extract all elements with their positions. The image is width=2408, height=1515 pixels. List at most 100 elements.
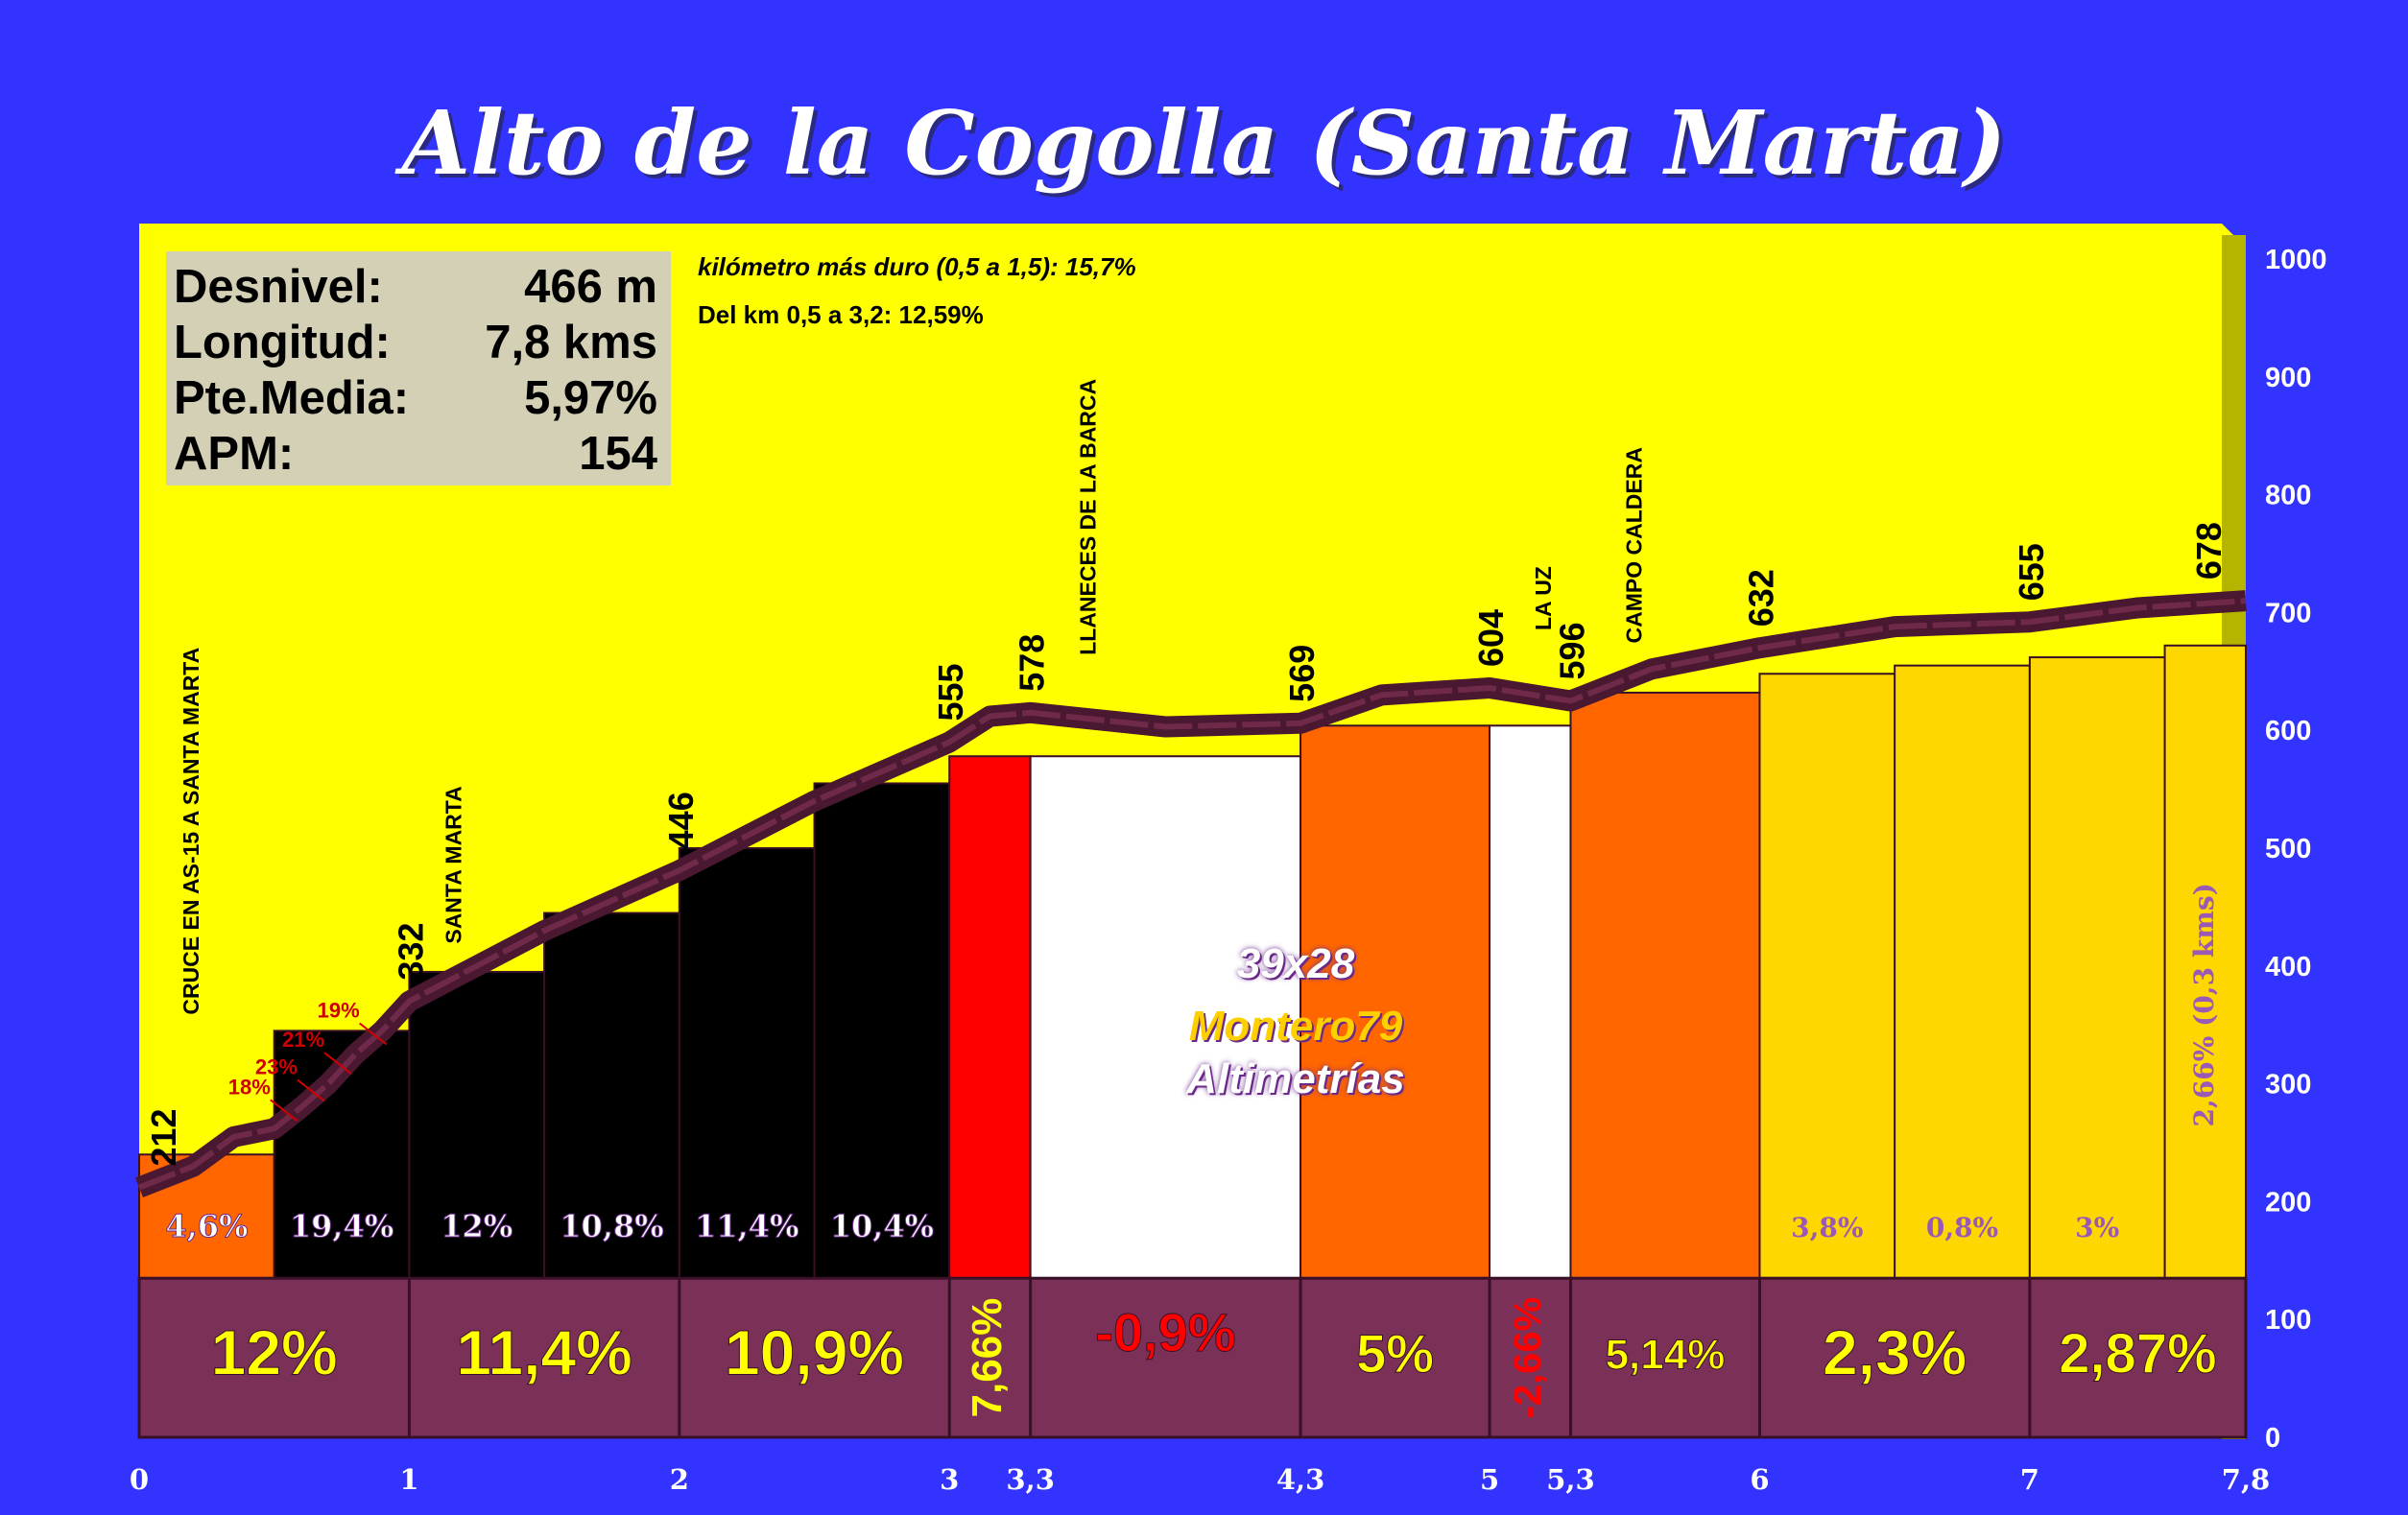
watermark-line-2: Montero79 xyxy=(1188,1003,1403,1050)
x-tick-label: 3,3 xyxy=(1006,1463,1054,1496)
stats-box: Desnivel: 466 m Longitud: 7,8 kms Pte.Medi… xyxy=(166,251,671,485)
y-tick-label: 800 xyxy=(2265,481,2311,511)
altitude-label: 678 xyxy=(2189,522,2229,580)
x-tick-label: 3 xyxy=(940,1463,959,1496)
stat-row: Pte.Media: 5,97% xyxy=(174,370,657,426)
y-tick-label: 900 xyxy=(2265,363,2311,393)
gradient-bar xyxy=(543,911,680,1280)
y-tick-label: 700 xyxy=(2265,598,2311,628)
altitude-label: 446 xyxy=(661,792,701,849)
gradient-bar xyxy=(2163,644,2247,1280)
altitude-label: 578 xyxy=(1013,634,1052,692)
bar-gradient-label: 4,6% xyxy=(165,1208,248,1244)
x-tick-label: 2 xyxy=(670,1463,689,1496)
stat-row: APM: 154 xyxy=(174,426,657,482)
place-label: CRUCE EN AS-15 A SANTA MARTA xyxy=(179,648,203,1015)
bar-gradient-label: 10,4% xyxy=(830,1208,934,1244)
gradient-bar xyxy=(948,755,1032,1280)
bar-gradient-label: 19,4% xyxy=(290,1208,393,1244)
bar-gradient-label: 11,4% xyxy=(695,1208,799,1244)
watermark-line-3: Altimetrías xyxy=(1186,1055,1405,1102)
x-tick-label: 5 xyxy=(1480,1463,1499,1496)
ramp-gradient-label: 21% xyxy=(282,1028,324,1052)
km-gradient-label: 12% xyxy=(211,1317,338,1388)
road-profile-edge xyxy=(137,598,2247,1191)
km-gradient-label: 5% xyxy=(1356,1323,1434,1384)
gradient-bar xyxy=(408,970,546,1280)
x-tick-label: 5,3 xyxy=(1546,1463,1594,1496)
stat-label: APM: xyxy=(174,428,295,480)
km-gradient-label: 5,14% xyxy=(1606,1332,1726,1379)
bar-gradient-label: 0,8% xyxy=(1926,1212,1998,1243)
km-gradient-label: 2,87% xyxy=(2059,1322,2216,1385)
ramp-gradient-label: 18% xyxy=(228,1075,271,1099)
place-label: CAMPO CALDERA xyxy=(1621,447,1646,643)
altitude-label: 569 xyxy=(1282,645,1322,702)
km-gradient-label: -2,66% xyxy=(1507,1297,1549,1419)
x-tick-label: 7 xyxy=(2020,1463,2039,1496)
place-label: SANTA MARTA xyxy=(441,786,465,943)
x-tick-label: 7,8 xyxy=(2222,1463,2270,1496)
y-tick-label: 100 xyxy=(2265,1305,2311,1336)
y-tick-label: 500 xyxy=(2265,834,2311,864)
y-tick-label: 600 xyxy=(2265,716,2311,746)
stat-label: Longitud: xyxy=(174,317,391,368)
altitude-label: 596 xyxy=(1552,622,1591,679)
gradient-bar xyxy=(2028,656,2166,1280)
bar-gradient-label: 12% xyxy=(441,1208,513,1244)
stat-value: 5,97% xyxy=(524,372,657,424)
km-gradient-label: 11,4% xyxy=(456,1317,632,1388)
x-tick-label: 6 xyxy=(1750,1463,1769,1496)
bar-gradient-label: 3,8% xyxy=(1791,1212,1863,1243)
gradient-bar xyxy=(1489,724,1572,1280)
gradient-bar xyxy=(1029,755,1302,1280)
place-label: LA UZ xyxy=(1531,566,1556,630)
gradient-bar xyxy=(1569,691,1761,1280)
altitude-label: 604 xyxy=(1471,609,1511,667)
segment-note: Del km 0,5 a 3,2: 12,59% xyxy=(698,300,984,329)
stat-label: Pte.Media: xyxy=(174,372,410,424)
ramp-leader-line xyxy=(323,1052,352,1075)
altitude-label: 555 xyxy=(931,663,970,721)
km-gradient-strip xyxy=(137,1276,2248,1439)
ramp-gradient-label: 19% xyxy=(318,998,360,1022)
stat-row: Longitud: 7,8 kms xyxy=(174,315,657,370)
gradient-bar xyxy=(1758,673,1896,1280)
chart-title: Alto de la Cogolla (Santa Marta) xyxy=(401,91,2007,195)
ramp-gradient-label: 23% xyxy=(255,1054,298,1078)
y-tick-label: 0 xyxy=(2265,1423,2280,1454)
x-tick-label: 4,3 xyxy=(1276,1463,1324,1496)
x-tick-label: 0 xyxy=(130,1463,149,1496)
stat-value: 7,8 kms xyxy=(485,317,657,368)
place-label: LLANECES DE LA BARCA xyxy=(1076,379,1101,655)
watermark-line-1: 39x28 xyxy=(1236,940,1355,987)
y-tick-label: 300 xyxy=(2265,1070,2311,1101)
stat-label: Desnivel: xyxy=(174,261,383,313)
bar-gradient-label: 10,8% xyxy=(560,1208,663,1244)
hardest-km-note: kilómetro más duro (0,5 a 1,5): 15,7% xyxy=(698,252,1136,281)
ramp-leader-line xyxy=(359,1022,388,1046)
stat-value: 154 xyxy=(579,428,657,480)
gradient-bar xyxy=(813,782,951,1280)
altitude-label: 655 xyxy=(2012,543,2051,601)
y-tick-label: 400 xyxy=(2265,952,2311,982)
ramp-leader-line xyxy=(297,1078,325,1102)
gradient-bar xyxy=(678,847,816,1280)
km-gradient-label: 10,9% xyxy=(725,1317,904,1388)
stat-value: 466 m xyxy=(524,261,657,313)
km-gradient-label: 7,66% xyxy=(964,1298,1011,1418)
stat-row: Desnivel: 466 m xyxy=(174,259,657,315)
ramp-leader-line xyxy=(270,1099,298,1123)
y-tick-label: 1000 xyxy=(2265,245,2327,275)
y-tick-label: 200 xyxy=(2265,1187,2311,1218)
km-gradient-label: 2,3% xyxy=(1823,1317,1967,1388)
altitude-label: 632 xyxy=(1741,569,1780,627)
km-gradient-label: -0,9% xyxy=(1095,1302,1235,1362)
x-tick-label: 1 xyxy=(399,1463,418,1496)
altitude-label: 332 xyxy=(391,923,430,981)
bar-gradient-label: 2,66% (0,3 kms) xyxy=(2188,883,2220,1126)
gradient-bar xyxy=(1894,664,2031,1280)
bar-gradient-label: 3% xyxy=(2075,1212,2119,1243)
altitude-label: 212 xyxy=(144,1109,183,1167)
